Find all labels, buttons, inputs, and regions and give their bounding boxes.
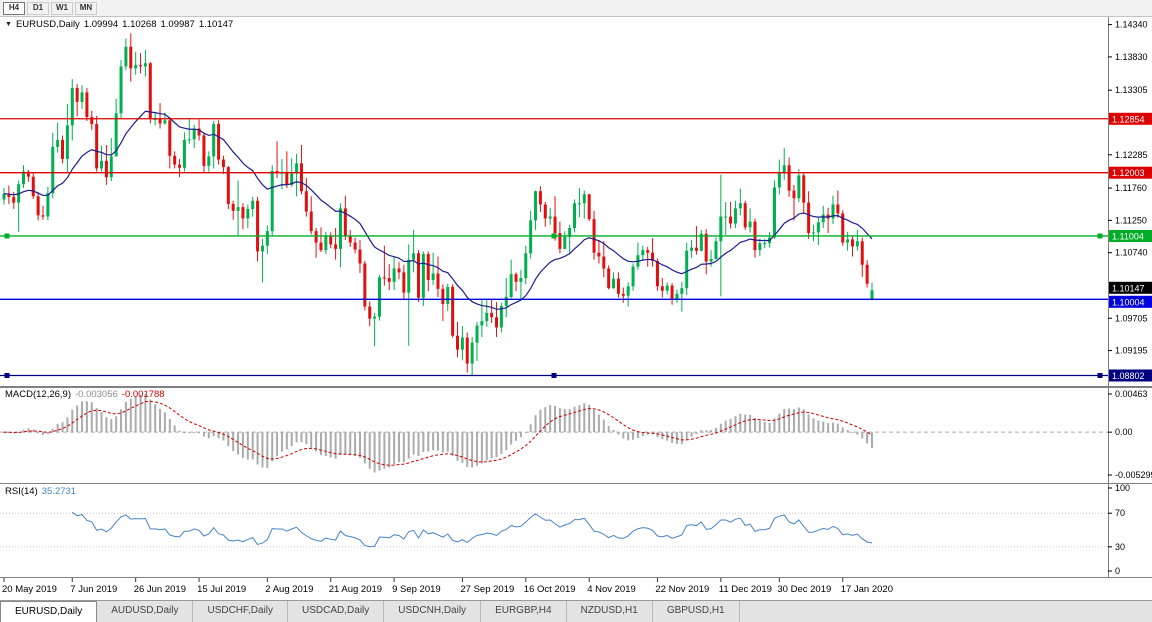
svg-text:0: 0: [1115, 566, 1120, 576]
svg-text:22 Nov 2019: 22 Nov 2019: [655, 584, 709, 595]
macd-name: MACD(12,26,9): [5, 389, 71, 400]
rsi-name: RSI(14): [5, 486, 38, 497]
price-label-box: [1109, 112, 1152, 125]
tab-usdchf-daily[interactable]: USDCHF,Daily: [193, 601, 289, 622]
svg-text:15 Jul 2019: 15 Jul 2019: [197, 584, 246, 595]
svg-text:4 Nov 2019: 4 Nov 2019: [587, 584, 636, 595]
rsi-label: RSI(14) 35.2731: [5, 486, 80, 497]
price-label-box: [1109, 295, 1152, 308]
macd-value-signal: -0.001788: [121, 389, 165, 400]
candlesticks: [2, 33, 874, 377]
price-chart-canvas[interactable]: 1.14340 1.13830 1.13305 1.12285 1.11760 1.112…: [0, 17, 1152, 387]
price-label-box: [1109, 369, 1152, 382]
macd-signal-line: [3, 400, 873, 466]
chart-ohlc-close: 1.10147: [198, 19, 234, 30]
macd-value-main: -0.003056: [75, 389, 118, 400]
price-chart-svg[interactable]: 1.14340 1.13830 1.13305 1.12285 1.11760 1.112…: [0, 17, 1152, 387]
rsi-line: [71, 511, 873, 548]
svg-text:7 Jun 2019: 7 Jun 2019: [70, 584, 117, 595]
time-axis-canvas: 20 May 2019 7 Jun 2019 26 Jun 2019 15 Jul 2…: [0, 578, 1152, 600]
ma-line: [3, 110, 873, 310]
tab-eurgbp-h4[interactable]: EURGBP,H4: [481, 601, 567, 622]
macd-svg[interactable]: 0.00463 0.00 -0.005299: [0, 387, 1152, 484]
time-axis[interactable]: 20 May 2019 7 Jun 2019 26 Jun 2019 15 Jul 2…: [0, 578, 1152, 600]
timeframe-button-w1[interactable]: W1: [51, 1, 73, 15]
tab-gbpusd-h1[interactable]: GBPUSD,H1: [652, 601, 740, 622]
chart-ohlc-high: 1.10268: [122, 19, 157, 30]
svg-text:1.13830: 1.13830: [1115, 52, 1148, 62]
tab-usdcnh-daily[interactable]: USDCNH,Daily: [384, 601, 482, 622]
svg-text:16 Oct 2019: 16 Oct 2019: [524, 584, 576, 595]
svg-text:21 Aug 2019: 21 Aug 2019: [329, 584, 382, 595]
svg-text:1.09705: 1.09705: [1115, 313, 1148, 323]
svg-text:1.12285: 1.12285: [1115, 150, 1148, 160]
rsi-svg[interactable]: 100 70 30 0: [0, 484, 1152, 578]
svg-text:1.10004: 1.10004: [1112, 297, 1145, 307]
tab-usdcad-daily[interactable]: USDCAD,Daily: [288, 601, 385, 622]
price-label-box: [1109, 281, 1152, 294]
svg-text:1.10147: 1.10147: [1112, 283, 1145, 293]
tab-audusd-daily[interactable]: AUDUSD,Daily: [97, 601, 194, 622]
svg-text:1.11004: 1.11004: [1112, 232, 1144, 242]
line-handle[interactable]: [551, 372, 557, 378]
svg-text:30: 30: [1115, 542, 1125, 552]
svg-text:1.14340: 1.14340: [1115, 20, 1148, 30]
svg-text:0.00: 0.00: [1115, 427, 1133, 437]
chart-title: ▼ EURUSD,Daily 1.09994 1.10268 1.09987 1.1014…: [5, 19, 237, 30]
date-axis-svg[interactable]: 20 May 2019 7 Jun 2019 26 Jun 2019 15 Jul 2…: [0, 578, 1152, 600]
tab-bar-filler: [740, 601, 1152, 622]
chart-ohlc-low: 1.09987: [160, 19, 195, 30]
timeframe-toolbar: H4 D1 W1 MN: [0, 0, 1152, 17]
chart-title-symbol: EURUSD,Daily: [15, 19, 80, 30]
svg-text:1.12003: 1.12003: [1112, 168, 1145, 178]
timeframe-button-h4[interactable]: H4: [3, 1, 25, 15]
svg-text:17 Jan 2020: 17 Jan 2020: [841, 584, 893, 595]
svg-text:1.08802: 1.08802: [1112, 371, 1145, 381]
chart-ohlc-open: 1.09994: [83, 19, 119, 30]
price-label-box: [1109, 166, 1152, 179]
price-label-box: [1109, 230, 1152, 242]
line-handle[interactable]: [1097, 372, 1103, 378]
macd-canvas[interactable]: 0.00463 0.00 -0.005299: [0, 387, 1152, 484]
svg-text:1.13305: 1.13305: [1115, 85, 1148, 95]
svg-text:-0.005299: -0.005299: [1115, 470, 1152, 480]
svg-text:11 Dec 2019: 11 Dec 2019: [719, 584, 772, 595]
chevron-down-icon[interactable]: ▼: [5, 21, 12, 28]
svg-text:100: 100: [1115, 484, 1130, 493]
line-handle[interactable]: [4, 372, 10, 378]
svg-text:27 Sep 2019: 27 Sep 2019: [460, 584, 514, 595]
rsi-value: 35.2731: [41, 486, 77, 497]
tab-nzdusd-h1[interactable]: NZDUSD,H1: [566, 601, 653, 622]
svg-text:1.09195: 1.09195: [1115, 346, 1148, 356]
line-handle[interactable]: [4, 233, 10, 239]
timeframe-button-mn[interactable]: MN: [75, 1, 97, 15]
line-handle[interactable]: [551, 233, 557, 239]
rsi-canvas[interactable]: 100 70 30 0: [0, 484, 1152, 578]
svg-text:20 May 2019: 20 May 2019: [2, 584, 57, 595]
rsi-indicator-pane[interactable]: RSI(14) 35.2731 100 70 30 0: [0, 484, 1152, 578]
tab-eurusd-daily[interactable]: EURUSD,Daily: [0, 601, 98, 622]
svg-text:30 Dec 2019: 30 Dec 2019: [777, 584, 831, 595]
svg-text:1.12854: 1.12854: [1112, 114, 1145, 124]
chart-tab-bar: EURUSD,Daily AUDUSD,Daily USDCHF,Daily U…: [0, 600, 1152, 622]
macd-indicator-pane[interactable]: MACD(12,26,9) -0.003056 -0.001788 0.00463 0…: [0, 387, 1152, 484]
svg-text:1.10740: 1.10740: [1115, 248, 1148, 258]
timeframe-button-d1[interactable]: D1: [27, 1, 49, 15]
svg-text:9 Sep 2019: 9 Sep 2019: [392, 584, 441, 595]
macd-histogram: [3, 393, 873, 473]
svg-text:26 Jun 2019: 26 Jun 2019: [134, 584, 186, 595]
svg-text:1.11250: 1.11250: [1115, 215, 1147, 225]
svg-text:70: 70: [1115, 508, 1125, 518]
svg-text:0.00463: 0.00463: [1115, 389, 1148, 399]
main-chart-pane[interactable]: ▼ EURUSD,Daily 1.09994 1.10268 1.09987 1.1014…: [0, 17, 1152, 387]
svg-text:1.11760: 1.11760: [1115, 183, 1147, 193]
line-handle[interactable]: [1097, 233, 1103, 239]
svg-text:2 Aug 2019: 2 Aug 2019: [265, 584, 313, 595]
macd-label: MACD(12,26,9) -0.003056 -0.001788: [5, 389, 169, 400]
